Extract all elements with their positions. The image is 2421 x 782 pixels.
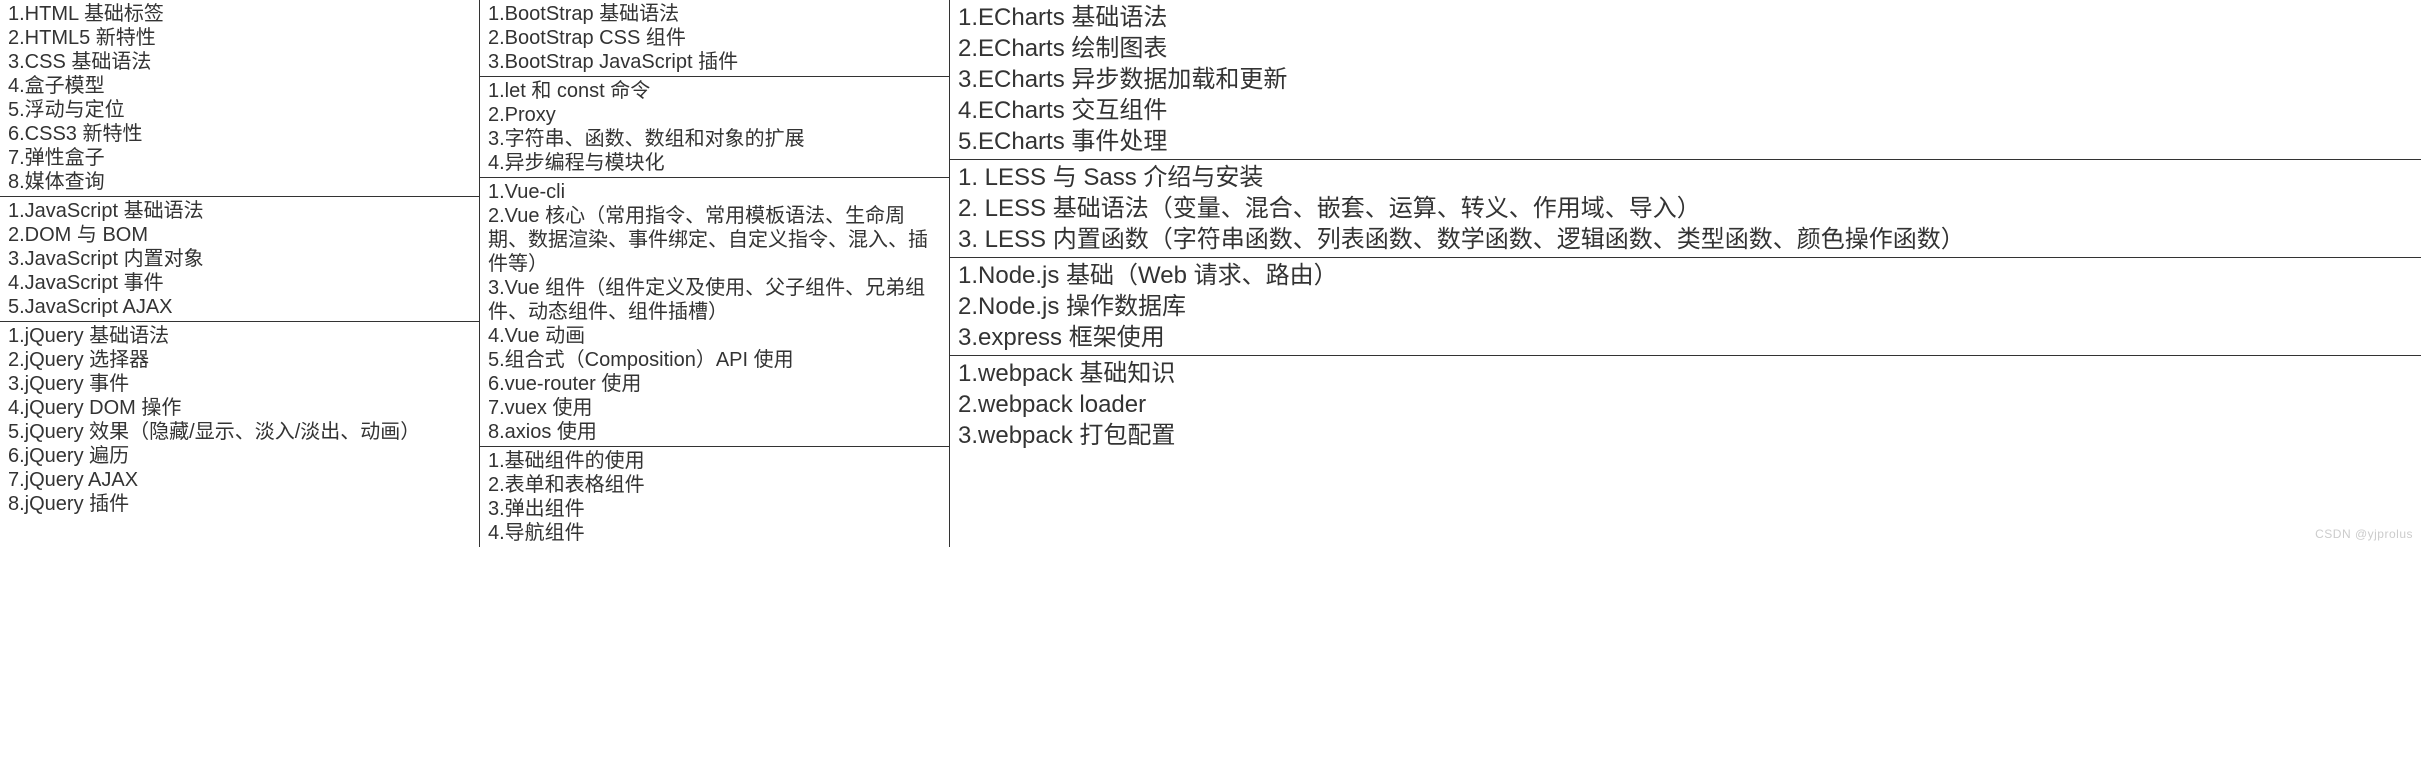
list-item: 2.webpack loader [958, 389, 2413, 420]
list-item: 7.jQuery AJAX [8, 468, 471, 492]
list-item: 4.Vue 动画 [488, 324, 941, 348]
list-item: 3.Vue 组件（组件定义及使用、父子组件、兄弟组件、动态组件、组件插槽） [488, 276, 941, 324]
list-item: 1.let 和 const 命令 [488, 79, 941, 103]
list-item: 5.JavaScript AJAX [8, 295, 471, 319]
column-col-b: 1.BootStrap 基础语法2.BootStrap CSS 组件3.Boot… [480, 0, 950, 547]
cell: 1.jQuery 基础语法2.jQuery 选择器3.jQuery 事件4.jQ… [0, 322, 479, 518]
list-item: 3.ECharts 异步数据加载和更新 [958, 64, 2413, 95]
list-item: 6.jQuery 遍历 [8, 444, 471, 468]
list-item: 4.导航组件 [488, 521, 941, 545]
list-item: 3. LESS 内置函数（字符串函数、列表函数、数学函数、逻辑函数、类型函数、颜… [958, 224, 2413, 255]
list-item: 6.CSS3 新特性 [8, 122, 471, 146]
list-item: 3.webpack 打包配置 [958, 420, 2413, 451]
list-item: 2.HTML5 新特性 [8, 26, 471, 50]
list-item: 2. LESS 基础语法（变量、混合、嵌套、运算、转义、作用域、导入） [958, 193, 2413, 224]
cell: 1.基础组件的使用2.表单和表格组件3.弹出组件4.导航组件 [480, 447, 949, 547]
cell: 1.HTML 基础标签2.HTML5 新特性3.CSS 基础语法4.盒子模型5.… [0, 0, 479, 197]
list-item: 3.CSS 基础语法 [8, 50, 471, 74]
list-item: 1.webpack 基础知识 [958, 358, 2413, 389]
list-item: 2.Proxy [488, 103, 941, 127]
cell: 1.Vue-cli2.Vue 核心（常用指令、常用模板语法、生命周期、数据渲染、… [480, 178, 949, 447]
list-item: 7.vuex 使用 [488, 396, 941, 420]
list-item: 3.字符串、函数、数组和对象的扩展 [488, 127, 941, 151]
list-item: 2.ECharts 绘制图表 [958, 33, 2413, 64]
list-item: 4.ECharts 交互组件 [958, 95, 2413, 126]
list-item: 1.Node.js 基础（Web 请求、路由） [958, 260, 2413, 291]
list-item: 2.Vue 核心（常用指令、常用模板语法、生命周期、数据渲染、事件绑定、自定义指… [488, 204, 941, 276]
cell: 1.let 和 const 命令2.Proxy3.字符串、函数、数组和对象的扩展… [480, 77, 949, 178]
list-item: 3.jQuery 事件 [8, 372, 471, 396]
list-item: 3.弹出组件 [488, 497, 941, 521]
column-col-a: 1.HTML 基础标签2.HTML5 新特性3.CSS 基础语法4.盒子模型5.… [0, 0, 480, 547]
watermark-text: CSDN @yjprolus [2315, 527, 2413, 541]
list-item: 5.组合式（Composition）API 使用 [488, 348, 941, 372]
column-col-c: 1.ECharts 基础语法2.ECharts 绘制图表3.ECharts 异步… [950, 0, 2421, 547]
list-item: 5.浮动与定位 [8, 98, 471, 122]
list-item: 2.表单和表格组件 [488, 473, 941, 497]
list-item: 1.JavaScript 基础语法 [8, 199, 471, 223]
cell: 1.webpack 基础知识2.webpack loader3.webpack … [950, 356, 2421, 453]
cell: 1.ECharts 基础语法2.ECharts 绘制图表3.ECharts 异步… [950, 0, 2421, 160]
list-item: 1. LESS 与 Sass 介绍与安装 [958, 162, 2413, 193]
list-item: 2.BootStrap CSS 组件 [488, 26, 941, 50]
list-item: 4.JavaScript 事件 [8, 271, 471, 295]
list-item: 8.axios 使用 [488, 420, 941, 444]
list-item: 6.vue-router 使用 [488, 372, 941, 396]
list-item: 4.jQuery DOM 操作 [8, 396, 471, 420]
list-item: 2.Node.js 操作数据库 [958, 291, 2413, 322]
list-item: 1.基础组件的使用 [488, 449, 941, 473]
list-item: 3.JavaScript 内置对象 [8, 247, 471, 271]
curriculum-table: 1.HTML 基础标签2.HTML5 新特性3.CSS 基础语法4.盒子模型5.… [0, 0, 2421, 547]
list-item: 3.BootStrap JavaScript 插件 [488, 50, 941, 74]
list-item: 8.媒体查询 [8, 170, 471, 194]
cell: 1.BootStrap 基础语法2.BootStrap CSS 组件3.Boot… [480, 0, 949, 77]
list-item: 4.异步编程与模块化 [488, 151, 941, 175]
list-item: 4.盒子模型 [8, 74, 471, 98]
list-item: 1.jQuery 基础语法 [8, 324, 471, 348]
list-item: 2.DOM 与 BOM [8, 223, 471, 247]
cell: 1.JavaScript 基础语法2.DOM 与 BOM3.JavaScript… [0, 197, 479, 322]
cell: 1. LESS 与 Sass 介绍与安装2. LESS 基础语法（变量、混合、嵌… [950, 160, 2421, 258]
list-item: 1.HTML 基础标签 [8, 2, 471, 26]
list-item: 1.ECharts 基础语法 [958, 2, 2413, 33]
list-item: 2.jQuery 选择器 [8, 348, 471, 372]
list-item: 7.弹性盒子 [8, 146, 471, 170]
list-item: 1.Vue-cli [488, 180, 941, 204]
list-item: 5.ECharts 事件处理 [958, 126, 2413, 157]
list-item: 3.express 框架使用 [958, 322, 2413, 353]
list-item: 8.jQuery 插件 [8, 492, 471, 516]
list-item: 5.jQuery 效果（隐藏/显示、淡入/淡出、动画） [8, 420, 471, 444]
cell: 1.Node.js 基础（Web 请求、路由）2.Node.js 操作数据库3.… [950, 258, 2421, 356]
list-item: 1.BootStrap 基础语法 [488, 2, 941, 26]
